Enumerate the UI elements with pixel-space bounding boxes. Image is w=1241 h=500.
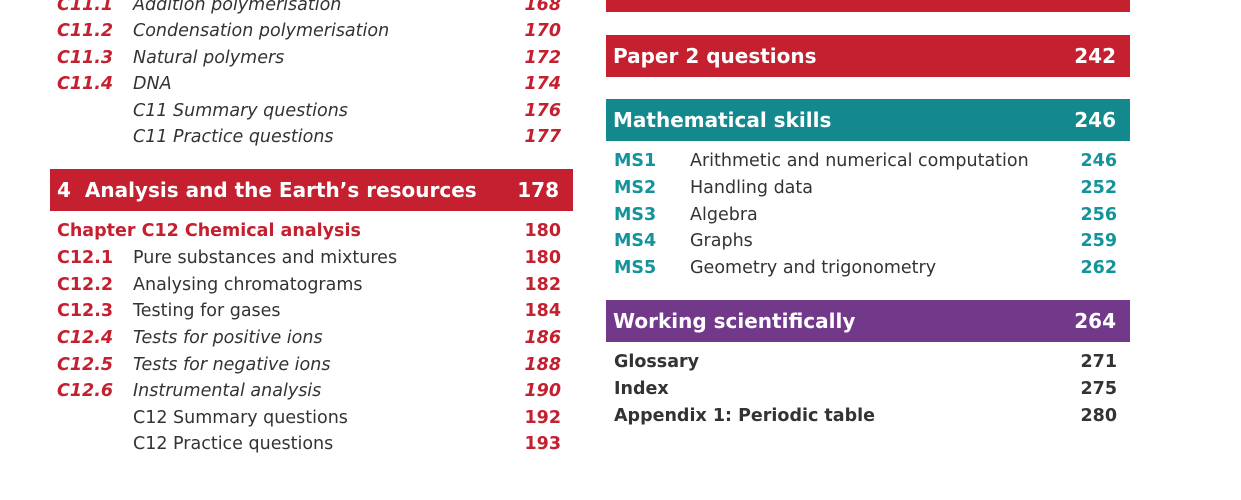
toc-row-c11-3[interactable]: C11.3 Natural polymers 172 bbox=[57, 45, 561, 71]
skill-code: MS2 bbox=[614, 178, 657, 198]
skill-title: Arithmetic and numerical computation bbox=[690, 151, 1029, 171]
page-number: 252 bbox=[1080, 178, 1117, 198]
chapter-title: Chapter C12 Chemical analysis bbox=[57, 221, 361, 241]
toc-row-ms4[interactable]: MS4 Graphs 259 bbox=[614, 228, 1117, 254]
section-title: C12 Summary questions bbox=[133, 408, 348, 428]
section-code: C12.5 bbox=[57, 355, 114, 375]
toc-row-appendix-1[interactable]: Appendix 1: Periodic table 280 bbox=[614, 403, 1117, 429]
section-code: C11.4 bbox=[57, 74, 114, 94]
page-number: 168 bbox=[524, 0, 561, 15]
paper-2-title: Paper 2 questions bbox=[613, 44, 817, 68]
skill-title: Graphs bbox=[690, 231, 753, 251]
section-title: Testing for gases bbox=[133, 301, 281, 321]
page-number: 280 bbox=[1080, 406, 1117, 426]
section-title: DNA bbox=[133, 74, 172, 94]
page-number: 264 bbox=[1074, 309, 1116, 333]
page-number: 262 bbox=[1080, 258, 1117, 278]
maths-skills-title: Mathematical skills bbox=[613, 108, 832, 132]
section-code: C12.3 bbox=[57, 301, 114, 321]
toc-row-ms2[interactable]: MS2 Handling data 252 bbox=[614, 175, 1117, 201]
page-number: 177 bbox=[524, 127, 561, 147]
working-scientifically-header[interactable]: Working scientifically 264 bbox=[606, 300, 1130, 342]
toc-row-c12-1[interactable]: C12.1 Pure substances and mixtures 180 bbox=[57, 245, 561, 271]
page-number: 246 bbox=[1074, 108, 1116, 132]
toc-row-c12-3[interactable]: C12.3 Testing for gases 184 bbox=[57, 298, 561, 324]
paper-2-header[interactable]: Paper 2 questions 242 bbox=[606, 35, 1130, 77]
section-code: C11.1 bbox=[57, 0, 114, 15]
toc-row-glossary[interactable]: Glossary 271 bbox=[614, 349, 1117, 375]
section-code: C12.4 bbox=[57, 328, 114, 348]
back-matter-title: Appendix 1: Periodic table bbox=[614, 406, 876, 426]
section-title: Natural polymers bbox=[133, 48, 285, 68]
section-title: C11 Practice questions bbox=[133, 127, 334, 147]
page-number: 182 bbox=[524, 275, 561, 295]
toc-row-index[interactable]: Index 275 bbox=[614, 376, 1117, 402]
toc-row-c12-2[interactable]: C12.2 Analysing chromatograms 182 bbox=[57, 272, 561, 298]
section-code: C11.2 bbox=[57, 21, 114, 41]
skill-code: MS5 bbox=[614, 258, 657, 278]
page-number: 180 bbox=[524, 221, 561, 241]
section-title: Tests for negative ions bbox=[133, 355, 331, 375]
page-number: 275 bbox=[1080, 379, 1117, 399]
page-number: 193 bbox=[524, 434, 561, 454]
skill-title: Handling data bbox=[690, 178, 813, 198]
skill-code: MS4 bbox=[614, 231, 657, 251]
section-code: C12.6 bbox=[57, 381, 114, 401]
toc-row-c11-1[interactable]: C11.1 Addition polymerisation 168 bbox=[57, 0, 561, 18]
skill-title: Algebra bbox=[690, 205, 758, 225]
working-scientifically-title: Working scientifically bbox=[613, 309, 856, 333]
toc-row-ms5[interactable]: MS5 Geometry and trigonometry 262 bbox=[614, 255, 1117, 281]
toc-row-c11-4[interactable]: C11.4 DNA 174 bbox=[57, 71, 561, 97]
section-title: Pure substances and mixtures bbox=[133, 248, 398, 268]
toc-row-ms1[interactable]: MS1 Arithmetic and numerical computation… bbox=[614, 148, 1117, 174]
section-code: C12.2 bbox=[57, 275, 114, 295]
section-code: C11.3 bbox=[57, 48, 114, 68]
section-title: C12 Practice questions bbox=[133, 434, 334, 454]
toc-row-c11-practice[interactable]: C11 Practice questions 177 bbox=[57, 124, 561, 150]
paper-1-header-partial bbox=[606, 0, 1130, 12]
section-title: Instrumental analysis bbox=[133, 381, 322, 401]
section-heading: Analysis and the Earth’s resources bbox=[84, 178, 477, 202]
page-number: 180 bbox=[524, 248, 561, 268]
page-number: 256 bbox=[1080, 205, 1117, 225]
maths-skills-header[interactable]: Mathematical skills 246 bbox=[606, 99, 1130, 141]
section-title: Analysing chromatograms bbox=[133, 275, 363, 295]
section-code: C12.1 bbox=[57, 248, 114, 268]
page-number: 178 bbox=[517, 178, 559, 202]
section-4-header[interactable]: 4 Analysis and the Earth’s resources 178 bbox=[50, 169, 573, 211]
chapter-c12-heading[interactable]: Chapter C12 Chemical analysis 180 bbox=[57, 218, 561, 244]
page-number: 188 bbox=[524, 355, 561, 375]
back-matter-title: Glossary bbox=[614, 352, 700, 372]
toc-row-c11-summary[interactable]: C11 Summary questions 176 bbox=[57, 98, 561, 124]
page-number: 174 bbox=[524, 74, 561, 94]
page-number: 271 bbox=[1080, 352, 1117, 372]
skill-title: Geometry and trigonometry bbox=[690, 258, 937, 278]
page-number: 259 bbox=[1080, 231, 1117, 251]
toc-row-c12-summary[interactable]: C12 Summary questions 192 bbox=[57, 405, 561, 431]
page-number: 172 bbox=[524, 48, 561, 68]
toc-row-c12-4[interactable]: C12.4 Tests for positive ions 186 bbox=[57, 325, 561, 351]
section-title: Condensation polymerisation bbox=[133, 21, 390, 41]
page-number: 242 bbox=[1074, 44, 1116, 68]
page-number: 192 bbox=[524, 408, 561, 428]
section-title: Addition polymerisation bbox=[133, 0, 342, 15]
page-number: 246 bbox=[1080, 151, 1117, 171]
toc-row-c12-practice[interactable]: C12 Practice questions 193 bbox=[57, 431, 561, 457]
skill-code: MS3 bbox=[614, 205, 657, 225]
section-number: 4 bbox=[57, 178, 71, 202]
section-4-title: 4 Analysis and the Earth’s resources bbox=[57, 169, 477, 211]
toc-row-c12-5[interactable]: C12.5 Tests for negative ions 188 bbox=[57, 352, 561, 378]
back-matter-title: Index bbox=[614, 379, 669, 399]
page-number: 176 bbox=[524, 101, 561, 121]
page-number: 170 bbox=[524, 21, 561, 41]
page-number: 190 bbox=[524, 381, 561, 401]
page-number: 186 bbox=[524, 328, 561, 348]
toc-row-c12-6[interactable]: C12.6 Instrumental analysis 190 bbox=[57, 378, 561, 404]
toc-row-c11-2[interactable]: C11.2 Condensation polymerisation 170 bbox=[57, 18, 561, 44]
toc-row-ms3[interactable]: MS3 Algebra 256 bbox=[614, 202, 1117, 228]
page-number: 184 bbox=[524, 301, 561, 321]
section-title: Tests for positive ions bbox=[133, 328, 323, 348]
skill-code: MS1 bbox=[614, 151, 657, 171]
section-title: C11 Summary questions bbox=[133, 101, 348, 121]
